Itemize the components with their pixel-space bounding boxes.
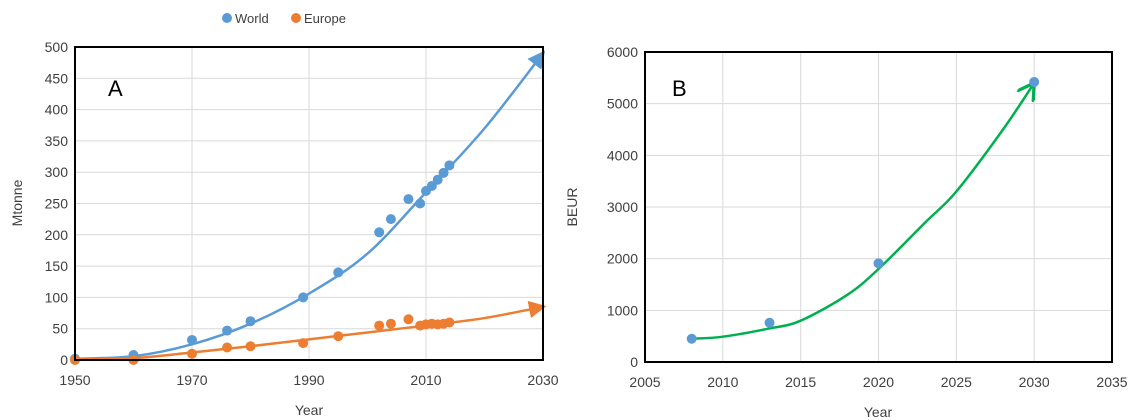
y-tick-labels: 0 1000 2000 3000 4000 5000 6000 bbox=[607, 44, 638, 370]
data-point-europe bbox=[385, 318, 396, 329]
x-tick-label: 2010 bbox=[707, 374, 738, 390]
data-point-world bbox=[385, 214, 396, 225]
x-tick-label: 1970 bbox=[176, 372, 207, 388]
data-point-world bbox=[333, 267, 344, 278]
trend-lines bbox=[74, 50, 547, 361]
y-tick-label: 150 bbox=[45, 258, 69, 274]
y-tick-label: 0 bbox=[630, 354, 638, 370]
y-tick-label: 450 bbox=[45, 70, 69, 86]
y-tick-label: 400 bbox=[45, 102, 69, 118]
legend: World Europe bbox=[222, 11, 346, 26]
data-point-world bbox=[245, 316, 256, 327]
y-tick-label: 2000 bbox=[607, 251, 638, 267]
legend-marker-world bbox=[222, 13, 232, 23]
data-point-world bbox=[403, 194, 414, 205]
y-axis-label: BEUR bbox=[564, 188, 580, 227]
data-points bbox=[70, 160, 455, 365]
data-point-europe bbox=[333, 331, 344, 342]
x-tick-label: 1950 bbox=[59, 372, 90, 388]
y-tick-labels: 0 50 100 150 200 250 300 350 400 450 500 bbox=[45, 39, 69, 368]
data-point-world bbox=[415, 198, 426, 209]
data-point bbox=[686, 333, 697, 344]
y-tick-label: 6000 bbox=[607, 44, 638, 60]
data-point-world bbox=[298, 292, 309, 303]
data-point-world bbox=[374, 227, 385, 238]
grid bbox=[644, 51, 1113, 363]
x-tick-labels: 1950 1970 1990 2010 2030 bbox=[59, 372, 558, 388]
data-point-europe bbox=[298, 338, 309, 349]
y-tick-label: 250 bbox=[45, 196, 69, 212]
x-tick-labels: 2005 2010 2015 2020 2025 2030 2035 bbox=[629, 374, 1127, 390]
panel-label: A bbox=[108, 76, 123, 101]
y-tick-label: 1000 bbox=[607, 302, 638, 318]
data-point-europe bbox=[403, 314, 414, 325]
grid bbox=[74, 46, 544, 361]
trend-line-europe bbox=[74, 300, 547, 361]
legend-label-europe: Europe bbox=[304, 11, 346, 26]
trend-lines bbox=[691, 83, 1034, 340]
y-tick-label: 3000 bbox=[607, 199, 638, 215]
x-tick-label: 2020 bbox=[863, 374, 894, 390]
data-point-europe bbox=[187, 348, 197, 359]
y-tick-label: 100 bbox=[45, 289, 69, 305]
x-axis-label: Year bbox=[864, 404, 893, 420]
data-point bbox=[873, 258, 884, 269]
y-tick-label: 5000 bbox=[607, 96, 638, 112]
x-tick-label: 2025 bbox=[941, 374, 972, 390]
data-point-world bbox=[444, 160, 455, 171]
data-point bbox=[1029, 76, 1040, 87]
data-point-europe bbox=[374, 320, 385, 331]
panel-label: B bbox=[672, 76, 687, 101]
y-axis-label: Mtonne bbox=[9, 179, 25, 226]
legend-label-world: World bbox=[235, 11, 269, 26]
data-point-europe bbox=[222, 342, 233, 353]
data-point bbox=[764, 317, 775, 328]
y-tick-label: 50 bbox=[52, 321, 68, 337]
data-point-world bbox=[438, 167, 449, 178]
x-tick-label: 2030 bbox=[1019, 374, 1050, 390]
x-tick-label: 2030 bbox=[527, 372, 558, 388]
y-tick-label: 350 bbox=[45, 133, 69, 149]
x-tick-label: 2010 bbox=[410, 372, 441, 388]
trend-line-world bbox=[74, 50, 546, 360]
data-point-world bbox=[187, 334, 197, 345]
x-axis-label: Year bbox=[295, 402, 324, 418]
trend-line bbox=[691, 83, 1034, 340]
data-point-world bbox=[432, 174, 443, 185]
x-tick-label: 2035 bbox=[1096, 374, 1127, 390]
x-tick-label: 2005 bbox=[629, 374, 660, 390]
y-tick-label: 500 bbox=[45, 39, 69, 55]
plot-frame bbox=[644, 51, 1113, 363]
x-tick-label: 2015 bbox=[785, 374, 816, 390]
x-tick-label: 1990 bbox=[293, 372, 324, 388]
y-tick-label: 300 bbox=[45, 164, 69, 180]
data-point-world bbox=[426, 180, 437, 191]
plot-frame bbox=[74, 46, 544, 361]
data-point-europe bbox=[444, 317, 455, 328]
y-tick-label: 200 bbox=[45, 227, 69, 243]
legend-marker-europe bbox=[291, 13, 301, 23]
data-point-europe bbox=[245, 341, 256, 352]
y-tick-label: 4000 bbox=[607, 147, 638, 163]
y-tick-label: 0 bbox=[60, 352, 68, 368]
data-point-world bbox=[222, 325, 233, 336]
data-points bbox=[686, 76, 1040, 344]
